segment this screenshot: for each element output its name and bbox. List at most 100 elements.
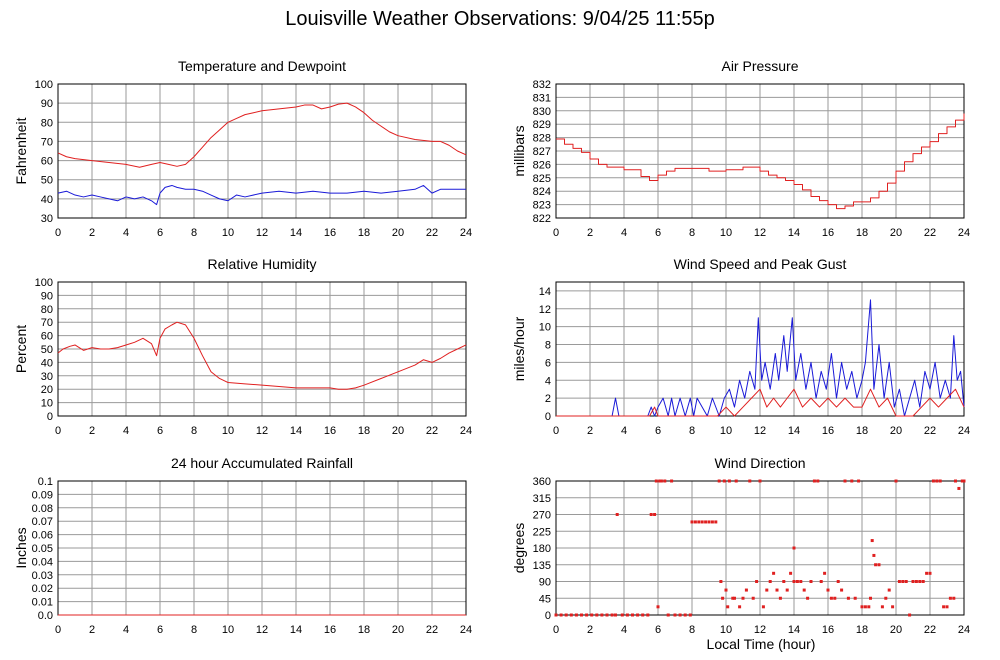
- scatter-point: [755, 580, 759, 583]
- x-tick-label: 16: [822, 624, 834, 636]
- scatter-point: [641, 613, 645, 617]
- y-tick-label: 825: [533, 173, 551, 185]
- y-tick-label: 0.01: [32, 597, 53, 609]
- scatter-point: [646, 613, 650, 617]
- y-tick-label: 45: [539, 593, 551, 605]
- scatter-point: [605, 613, 609, 617]
- scatter-point: [658, 479, 662, 483]
- scatter-point: [700, 520, 704, 524]
- x-tick-label: 4: [123, 227, 129, 239]
- scatter-point: [795, 580, 799, 583]
- scatter-point: [843, 479, 847, 483]
- x-tick-label: 14: [290, 624, 302, 636]
- plot-frame: [555, 83, 965, 219]
- x-tick-label: 2: [89, 624, 95, 636]
- scatter-point: [809, 580, 813, 583]
- x-tick-label: 4: [123, 425, 129, 437]
- y-tick-label: 10: [41, 398, 53, 410]
- x-tick-label: 8: [191, 227, 197, 239]
- series-line-blue: [556, 299, 965, 417]
- scatter-point: [625, 613, 629, 617]
- scatter-point: [738, 605, 742, 609]
- scatter-point: [707, 520, 711, 524]
- scatter-point: [714, 520, 718, 524]
- y-tick-label: 270: [533, 510, 551, 522]
- x-tick-label: 8: [689, 227, 695, 239]
- scatter-point: [826, 588, 830, 592]
- x-tick-label: 6: [157, 227, 163, 239]
- x-tick-label: 6: [157, 624, 163, 636]
- x-tick-label: 0: [55, 425, 61, 437]
- scatter-point: [802, 588, 806, 592]
- x-tick-label: 24: [460, 227, 472, 239]
- x-tick-label: 18: [358, 425, 370, 437]
- y-tick-label: 80: [41, 304, 53, 316]
- x-tick-label: 16: [822, 425, 834, 437]
- y-tick-label: 50: [41, 344, 53, 356]
- y-tick-label: 90: [41, 290, 53, 302]
- scatter-point: [654, 479, 658, 483]
- y-tick-label: 829: [533, 119, 551, 131]
- scatter-point: [697, 520, 701, 524]
- scatter-point: [663, 479, 667, 483]
- y-tick-label: 180: [533, 543, 551, 555]
- scatter-point: [704, 520, 708, 524]
- scatter-point: [846, 596, 850, 600]
- y-tick-label: 225: [533, 526, 551, 538]
- y-tick-label: 70: [41, 136, 53, 148]
- x-tick-label: 2: [89, 425, 95, 437]
- scatter-point: [874, 563, 878, 567]
- x-tick-label: 12: [754, 425, 766, 437]
- x-tick-label: 22: [426, 624, 438, 636]
- y-tick-label: 827: [533, 146, 551, 158]
- y-tick-label: 0.07: [32, 516, 53, 528]
- chart-title: 24 hour Accumulated Rainfall: [171, 455, 353, 471]
- scatter-point: [887, 588, 891, 592]
- y-tick-label: 0: [47, 411, 53, 423]
- y-tick-label: 315: [533, 493, 551, 505]
- y-tick-label: 0.08: [32, 503, 53, 515]
- y-axis-label: Percent: [13, 325, 29, 373]
- scatter-point: [585, 613, 589, 617]
- scatter-point: [954, 479, 957, 483]
- scatter-point: [748, 479, 752, 483]
- x-tick-label: 14: [290, 227, 302, 239]
- y-tick-label: 831: [533, 92, 551, 104]
- scatter-point: [884, 596, 888, 600]
- x-tick-label: 16: [324, 624, 336, 636]
- x-tick-label: 8: [191, 624, 197, 636]
- scatter-point: [688, 613, 692, 617]
- y-tick-label: 826: [533, 159, 551, 171]
- scatter-point: [894, 479, 898, 483]
- y-tick-label: 828: [533, 133, 551, 145]
- scatter-point: [860, 605, 864, 609]
- x-tick-label: 14: [290, 425, 302, 437]
- x-tick-label: 4: [621, 425, 627, 437]
- scatter-point: [636, 613, 640, 617]
- y-axis-label: millibars: [511, 125, 527, 176]
- x-tick-label: 22: [426, 425, 438, 437]
- x-tick-label: 0: [553, 425, 559, 437]
- scatter-point: [631, 613, 634, 617]
- scatter-point: [554, 613, 558, 617]
- scatter-point: [778, 596, 782, 600]
- scatter-point: [690, 520, 694, 524]
- scatter-point: [823, 571, 827, 575]
- scatter-point: [772, 571, 776, 575]
- x-tick-label: 8: [191, 425, 197, 437]
- scatter-point: [901, 580, 905, 583]
- y-tick-label: 80: [41, 117, 53, 129]
- x-tick-label: 18: [358, 227, 370, 239]
- scatter-point: [928, 571, 932, 575]
- plot-frame: [57, 281, 467, 417]
- scatter-point: [678, 613, 682, 617]
- x-tick-label: 2: [587, 425, 593, 437]
- y-axis-label: degrees: [511, 523, 527, 574]
- y-tick-label: 6: [545, 357, 551, 369]
- x-tick-label: 20: [890, 425, 902, 437]
- y-tick-label: 0.04: [32, 556, 53, 568]
- y-tick-label: 822: [533, 213, 551, 225]
- x-tick-label: 6: [655, 624, 661, 636]
- scatter-point: [957, 486, 961, 490]
